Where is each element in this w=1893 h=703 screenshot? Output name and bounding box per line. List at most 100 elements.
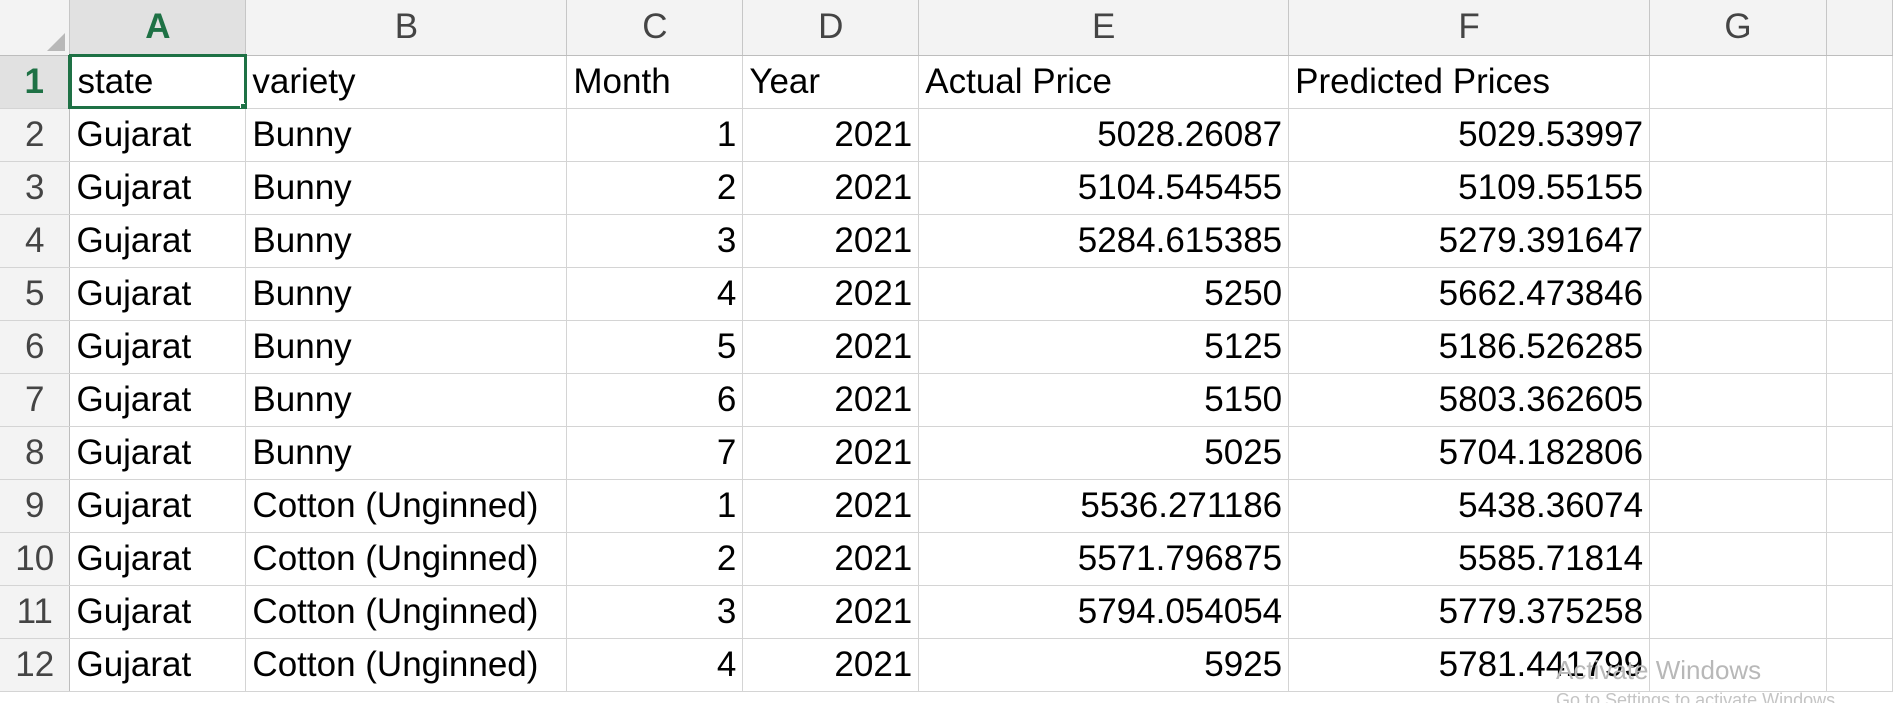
cell-f6[interactable]: 5186.526285: [1288, 320, 1651, 374]
cell-f7[interactable]: 5803.362605: [1288, 373, 1651, 427]
cell-d8[interactable]: 2021: [742, 426, 920, 480]
cell-g8[interactable]: [1649, 426, 1827, 480]
cell-c11[interactable]: 3: [566, 585, 744, 639]
cell-b6[interactable]: Bunny: [245, 320, 568, 374]
cell-g6[interactable]: [1649, 320, 1827, 374]
cell-b7[interactable]: Bunny: [245, 373, 568, 427]
cell-g10[interactable]: [1649, 532, 1827, 586]
cell-c5[interactable]: 4: [566, 267, 744, 321]
cell-h10[interactable]: [1826, 532, 1893, 586]
cell-c3[interactable]: 2: [566, 161, 744, 215]
cell-h12[interactable]: [1826, 638, 1893, 692]
cell-f9[interactable]: 5438.36074: [1288, 479, 1651, 533]
cell-a8[interactable]: Gujarat: [69, 426, 247, 480]
cell-a4[interactable]: Gujarat: [69, 214, 247, 268]
cell-a10[interactable]: Gujarat: [69, 532, 247, 586]
column-header-b[interactable]: B: [245, 0, 568, 56]
cell-b4[interactable]: Bunny: [245, 214, 568, 268]
cell-c9[interactable]: 1: [566, 479, 744, 533]
cell-g11[interactable]: [1649, 585, 1827, 639]
column-header-d[interactable]: D: [742, 0, 920, 56]
cell-c2[interactable]: 1: [566, 108, 744, 162]
cell-e7[interactable]: 5150: [918, 373, 1290, 427]
cell-a6[interactable]: Gujarat: [69, 320, 247, 374]
row-header-6[interactable]: 6: [0, 320, 71, 374]
cell-c4[interactable]: 3: [566, 214, 744, 268]
cell-e12[interactable]: 5925: [918, 638, 1290, 692]
column-header-h[interactable]: [1826, 0, 1893, 56]
column-header-e[interactable]: E: [918, 0, 1290, 56]
row-header-1[interactable]: 1: [0, 55, 72, 109]
cell-d5[interactable]: 2021: [742, 267, 920, 321]
cell-b12[interactable]: Cotton (Unginned): [245, 638, 568, 692]
cell-b8[interactable]: Bunny: [245, 426, 568, 480]
cell-f8[interactable]: 5704.182806: [1288, 426, 1651, 480]
row-header-5[interactable]: 5: [0, 267, 71, 321]
cell-c10[interactable]: 2: [566, 532, 744, 586]
row-header-11[interactable]: 11: [0, 585, 71, 639]
cell-e9[interactable]: 5536.271186: [918, 479, 1290, 533]
cell-a3[interactable]: Gujarat: [69, 161, 247, 215]
fill-handle[interactable]: [240, 102, 245, 107]
cell-g4[interactable]: [1649, 214, 1827, 268]
cell-b11[interactable]: Cotton (Unginned): [245, 585, 568, 639]
cell-h11[interactable]: [1826, 585, 1893, 639]
cell-e10[interactable]: 5571.796875: [918, 532, 1290, 586]
cell-g2[interactable]: [1649, 108, 1827, 162]
row-header-12[interactable]: 12: [0, 638, 71, 692]
cell-h3[interactable]: [1826, 161, 1893, 215]
cell-a7[interactable]: Gujarat: [69, 373, 247, 427]
cell-h2[interactable]: [1826, 108, 1893, 162]
cell-e1[interactable]: Actual Price: [918, 55, 1290, 109]
cell-d1[interactable]: Year: [742, 55, 920, 109]
cell-d9[interactable]: 2021: [742, 479, 920, 533]
cell-d12[interactable]: 2021: [742, 638, 920, 692]
row-header-7[interactable]: 7: [0, 373, 71, 427]
cell-e8[interactable]: 5025: [918, 426, 1290, 480]
cell-f1[interactable]: Predicted Prices: [1288, 55, 1651, 109]
column-header-g[interactable]: G: [1649, 0, 1827, 56]
row-header-10[interactable]: 10: [0, 532, 71, 586]
column-header-c[interactable]: C: [566, 0, 744, 56]
selected-cell-a1[interactable]: state: [68, 54, 247, 109]
cell-g7[interactable]: [1649, 373, 1827, 427]
cell-h1[interactable]: [1826, 55, 1893, 109]
cell-a11[interactable]: Gujarat: [69, 585, 247, 639]
cell-h7[interactable]: [1826, 373, 1893, 427]
cell-g1[interactable]: [1649, 55, 1827, 109]
cell-d11[interactable]: 2021: [742, 585, 920, 639]
cell-f4[interactable]: 5279.391647: [1288, 214, 1651, 268]
row-header-2[interactable]: 2: [0, 108, 71, 162]
cell-b3[interactable]: Bunny: [245, 161, 568, 215]
cell-b2[interactable]: Bunny: [245, 108, 568, 162]
cell-e5[interactable]: 5250: [918, 267, 1290, 321]
cell-g9[interactable]: [1649, 479, 1827, 533]
cell-a2[interactable]: Gujarat: [69, 108, 247, 162]
cell-f3[interactable]: 5109.55155: [1288, 161, 1651, 215]
cell-d7[interactable]: 2021: [742, 373, 920, 427]
cell-e6[interactable]: 5125: [918, 320, 1290, 374]
cell-a9[interactable]: Gujarat: [69, 479, 247, 533]
select-all-corner[interactable]: [0, 0, 71, 56]
cell-h5[interactable]: [1826, 267, 1893, 321]
cell-f11[interactable]: 5779.375258: [1288, 585, 1651, 639]
cell-c8[interactable]: 7: [566, 426, 744, 480]
cell-d2[interactable]: 2021: [742, 108, 920, 162]
cell-f12[interactable]: 5781.441799: [1288, 638, 1651, 692]
cell-f10[interactable]: 5585.71814: [1288, 532, 1651, 586]
cell-e11[interactable]: 5794.054054: [918, 585, 1290, 639]
column-header-a[interactable]: A: [69, 0, 247, 57]
cell-d6[interactable]: 2021: [742, 320, 920, 374]
cell-b1[interactable]: variety: [245, 55, 568, 109]
cell-c12[interactable]: 4: [566, 638, 744, 692]
cell-d10[interactable]: 2021: [742, 532, 920, 586]
cell-f2[interactable]: 5029.53997: [1288, 108, 1651, 162]
cell-h8[interactable]: [1826, 426, 1893, 480]
cell-c1[interactable]: Month: [566, 55, 744, 109]
cell-d3[interactable]: 2021: [742, 161, 920, 215]
cell-c6[interactable]: 5: [566, 320, 744, 374]
row-header-9[interactable]: 9: [0, 479, 71, 533]
cell-e2[interactable]: 5028.26087: [918, 108, 1290, 162]
row-header-4[interactable]: 4: [0, 214, 71, 268]
